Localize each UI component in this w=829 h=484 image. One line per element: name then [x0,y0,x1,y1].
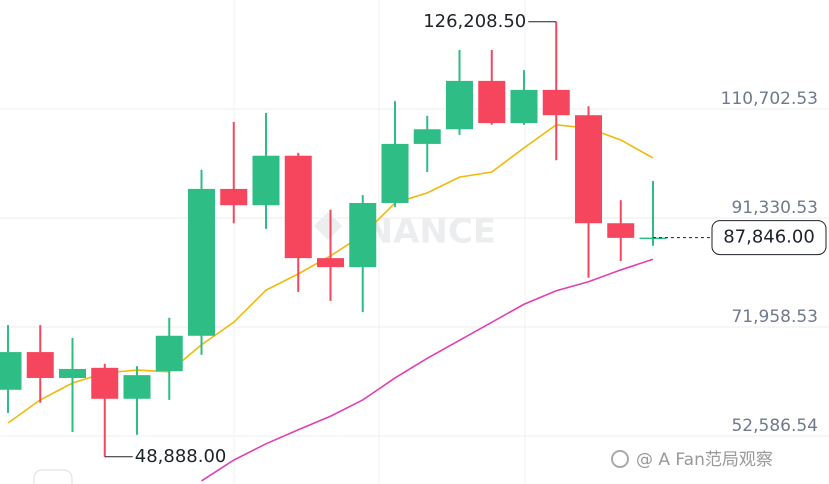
candle-body [446,80,473,130]
candle-body [26,352,54,378]
candle-body [542,89,570,116]
price-label: 87,846.00 [723,227,815,248]
low-label: 48,888.00 [135,446,227,467]
candle-body [220,188,248,206]
candle-body [155,335,183,372]
y-tick-label: 71,958.53 [731,307,818,327]
candle-body [317,258,344,268]
y-tick-label: 91,330.53 [731,198,818,218]
candle-body [607,223,635,238]
candle-body [381,143,409,203]
candle-body [478,80,506,124]
y-tick-label: 52,586.54 [731,416,818,436]
candle-body [510,89,538,124]
corner-button[interactable] [33,469,73,484]
candle-body [0,352,22,390]
candle-body [575,115,602,224]
candle-body [123,375,151,399]
y-tick-label: 110,702.53 [721,89,818,109]
ma-line [201,258,654,482]
candle-body [91,367,119,399]
watermark: INANCE [314,212,496,252]
footer: @ A Fan范局观察 [636,450,773,470]
footer-icon [611,450,629,468]
candle-body [284,155,312,259]
high-label: 126,208.50 [423,11,526,32]
candle-body [188,188,215,336]
candle-body [252,155,280,206]
candle-body [639,237,667,240]
candle-body [413,129,441,144]
candle-body [59,368,86,378]
candle-body [349,202,377,268]
price-box [711,220,827,256]
